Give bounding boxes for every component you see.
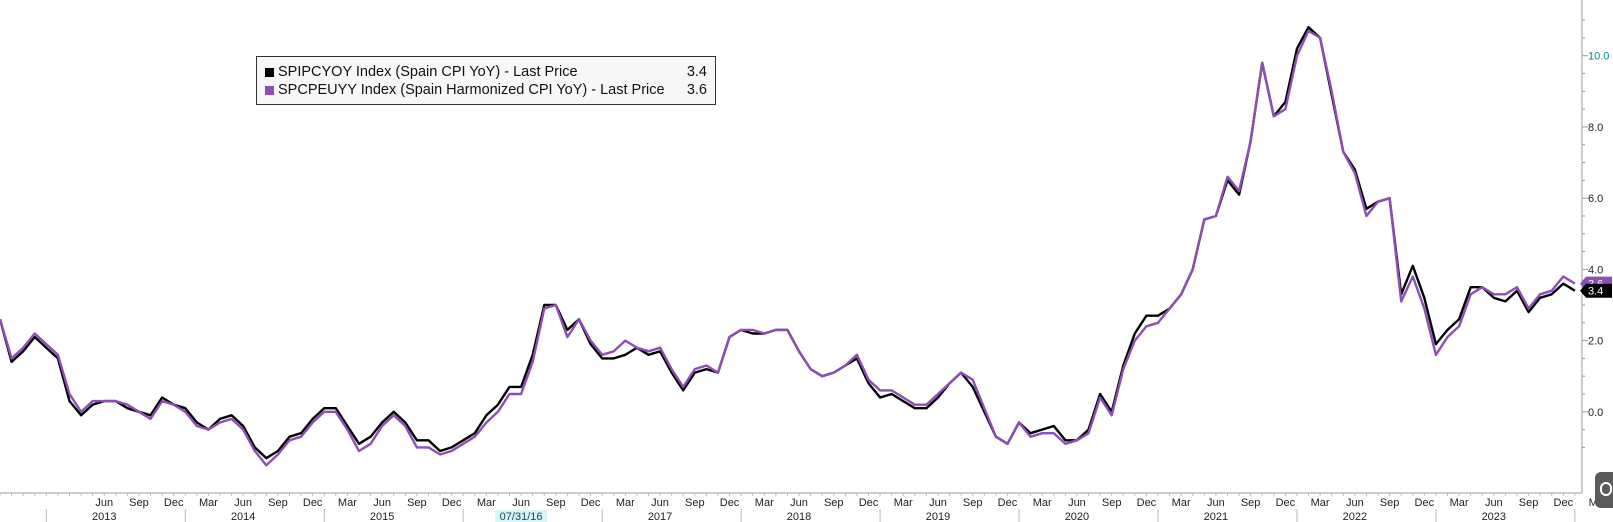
x-tick-label: Jun (1207, 497, 1225, 509)
x-year-label: 07/31/16 (500, 511, 543, 522)
x-tick-label: Jun (1068, 497, 1086, 509)
x-tick-label: Dec (1554, 497, 1574, 509)
legend: SPIPCYOY Index (Spain CPI YoY) - Last Pr… (256, 56, 716, 105)
x-tick-label: Jun (95, 497, 113, 509)
x-tick-label: Mar (1311, 497, 1330, 509)
x-tick-label: Dec (859, 497, 879, 509)
x-tick-label: Jun (651, 497, 669, 509)
x-year-label: 2017 (648, 511, 672, 522)
x-tick-label: Sep (546, 497, 566, 509)
x-tick-label: Jun (929, 497, 947, 509)
x-tick-label: Dec (164, 497, 184, 509)
x-tick-label: Mar (1450, 497, 1469, 509)
legend-last-value-cpi: 3.4 (686, 64, 707, 80)
x-year-label: 2013 (92, 511, 116, 522)
x-tick-label: Sep (129, 497, 149, 509)
x-tick-label: Mar (1172, 497, 1191, 509)
x-tick-label: Mar (616, 497, 635, 509)
series-layer (0, 26, 1576, 467)
y-tick-label: 2.0 (1588, 336, 1603, 348)
cursor-date-highlight (495, 510, 548, 522)
legend-entry-cpi: SPIPCYOY Index (Spain CPI YoY) - Last Pr… (265, 63, 707, 81)
x-tick-label: Sep (268, 497, 288, 509)
legend-label-hicp: SPCPEUYY Index (Spain Harmonized CPI YoY… (278, 82, 665, 98)
y-tick-label: 10.0 (1588, 51, 1609, 63)
x-tick-label: Mar (199, 497, 218, 509)
x-tick-label: Sep (407, 497, 427, 509)
x-year-label: 2015 (370, 511, 394, 522)
legend-entry-hicp: SPCPEUYY Index (Spain Harmonized CPI YoY… (265, 81, 707, 99)
x-tick-label: Mar (477, 497, 496, 509)
y-tick-label: 0.0 (1588, 407, 1603, 419)
y-tick-label: 4.0 (1588, 264, 1603, 276)
x-tick-label: Jun (373, 497, 391, 509)
last-value-tag-cpi (1580, 283, 1612, 298)
last-value-label-cpi: 3.4 (1588, 286, 1603, 298)
x-tick-label: Dec (1137, 497, 1157, 509)
x-tick-label: Dec (998, 497, 1018, 509)
x-year-label: 2022 (1343, 511, 1367, 522)
y-tick-label: 6.0 (1588, 193, 1603, 205)
x-year-label: 2020 (1065, 511, 1089, 522)
x-tick-label: Dec (581, 497, 601, 509)
x-tick-label: Sep (1380, 497, 1400, 509)
x-tick-label: Mar (338, 497, 357, 509)
x-tick-label: Mar (894, 497, 913, 509)
legend-swatch-hicp (265, 85, 274, 95)
series-line-cpi (0, 26, 1576, 460)
x-tick-label: Jun (1346, 497, 1364, 509)
series-line-hicp (0, 29, 1576, 467)
x-tick-label: Dec (1276, 497, 1296, 509)
x-tick-label: Sep (1241, 497, 1261, 509)
x-year-label: 2019 (926, 511, 950, 522)
x-year-label: 2018 (787, 511, 811, 522)
x-tick-label: Mar (755, 497, 774, 509)
legend-swatch-cpi (265, 67, 274, 77)
x-tick-label: Mar (1033, 497, 1052, 509)
x-tick-label: Dec (442, 497, 462, 509)
legend-label-cpi: SPIPCYOY Index (Spain CPI YoY) - Last Pr… (278, 64, 578, 80)
x-tick-label: Jun (512, 497, 530, 509)
x-tick-label: Dec (1415, 497, 1435, 509)
x-tick-label: Jun (790, 497, 808, 509)
x-tick-label: Jun (1485, 497, 1503, 509)
x-tick-label: Dec (720, 497, 740, 509)
x-year-label: 2014 (231, 511, 255, 522)
x-tick-label: Jun (234, 497, 252, 509)
x-tick-label: Sep (1102, 497, 1122, 509)
x-tick-label: Sep (824, 497, 844, 509)
x-tick-label: Dec (303, 497, 323, 509)
x-year-label: 2023 (1482, 511, 1506, 522)
legend-last-value-hicp: 3.6 (686, 82, 707, 98)
chart-menu-button[interactable] (1595, 472, 1613, 508)
x-tick-label: Sep (685, 497, 705, 509)
chart-menu-icon (1600, 482, 1612, 496)
x-tick-label: Sep (1519, 497, 1539, 509)
y-tick-label: 8.0 (1588, 122, 1603, 134)
x-year-label: 2021 (1204, 511, 1228, 522)
x-tick-label: Sep (963, 497, 983, 509)
